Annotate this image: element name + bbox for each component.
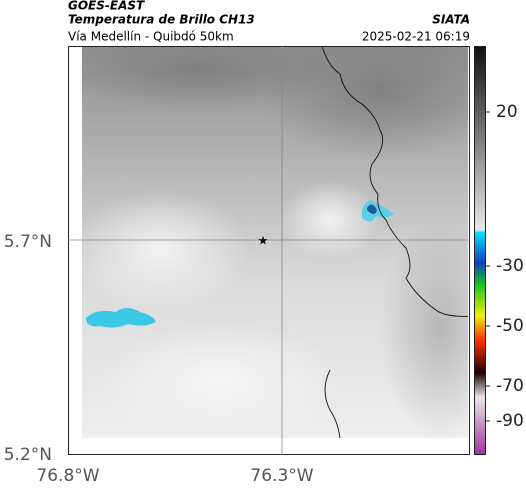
map-frame [68,46,470,455]
y-tick-label: 5.2°N [4,445,52,465]
colorbar-ticks: 20 -30 -50 -70 -90 [485,102,524,431]
timestamp: 2025-02-21 06:19 [362,30,470,44]
satellite-image [82,46,468,438]
colorbar-tick-label: -90 [496,411,524,431]
colorbar-tick-label: -30 [496,256,524,276]
route-label: Vía Medellín - Quibdó 50km [68,30,234,44]
colorbar-tick-label: -50 [496,316,524,336]
colorbar-tick-label: -70 [496,376,524,396]
x-tick-label: 76.3°W [250,466,313,486]
x-tick-label: 76.8°W [36,466,99,486]
colorbar [474,46,486,455]
colorbar-tick-label: 20 [496,102,518,122]
source-label: SIATA [432,13,470,27]
satellite-label: GOES-EAST [68,0,145,13]
location-star: ★ [258,234,269,248]
product-title: Temperatura de Brillo CH13 [68,13,255,27]
y-tick-label: 5.7°N [4,232,52,252]
